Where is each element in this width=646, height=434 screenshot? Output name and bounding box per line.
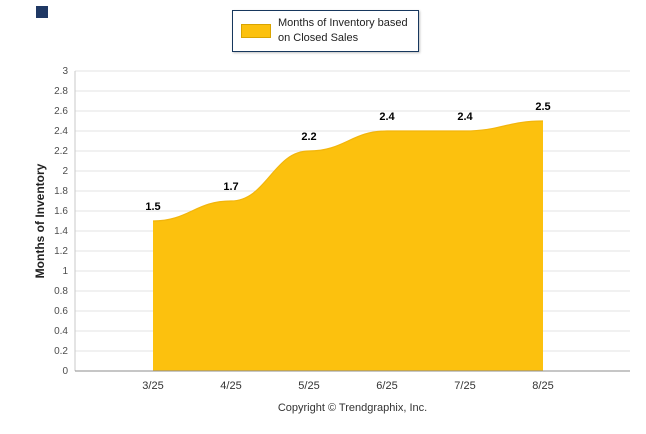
svg-text:2: 2 bbox=[62, 166, 68, 177]
legend-swatch-icon bbox=[241, 23, 271, 38]
svg-text:0.8: 0.8 bbox=[54, 286, 68, 297]
svg-text:1: 1 bbox=[62, 266, 68, 277]
svg-text:3: 3 bbox=[62, 66, 68, 77]
legend-label-line2: on Closed Sales bbox=[278, 31, 359, 44]
svg-text:0.6: 0.6 bbox=[54, 306, 68, 317]
svg-text:1.8: 1.8 bbox=[54, 186, 68, 197]
svg-text:1.5: 1.5 bbox=[145, 201, 160, 213]
svg-text:8/25: 8/25 bbox=[532, 380, 553, 392]
svg-text:6/25: 6/25 bbox=[376, 380, 397, 392]
legend: Months of Inventory based on Closed Sale… bbox=[232, 10, 419, 52]
svg-text:2.6: 2.6 bbox=[54, 106, 68, 117]
legend-label-line1: Months of Inventory based bbox=[278, 17, 408, 29]
svg-text:2.4: 2.4 bbox=[54, 126, 68, 137]
y-axis-title: Months of Inventory bbox=[33, 163, 47, 279]
svg-text:2.4: 2.4 bbox=[379, 111, 395, 123]
svg-text:7/25: 7/25 bbox=[454, 380, 475, 392]
svg-text:1.4: 1.4 bbox=[54, 226, 68, 237]
copyright-text: Copyright © Trendgraphix, Inc. bbox=[277, 402, 428, 414]
svg-text:1.7: 1.7 bbox=[223, 181, 238, 193]
svg-text:2.2: 2.2 bbox=[54, 146, 68, 157]
svg-text:4/25: 4/25 bbox=[220, 380, 241, 392]
legend-label: Months of Inventory based on Closed Sale… bbox=[278, 16, 408, 46]
svg-text:0.2: 0.2 bbox=[54, 346, 68, 357]
svg-text:2.8: 2.8 bbox=[54, 86, 68, 97]
corner-marker bbox=[36, 6, 48, 18]
svg-text:5/25: 5/25 bbox=[298, 380, 319, 392]
svg-text:0: 0 bbox=[62, 366, 68, 377]
svg-text:1.2: 1.2 bbox=[54, 246, 68, 257]
svg-text:1.6: 1.6 bbox=[54, 206, 68, 217]
svg-text:0.4: 0.4 bbox=[54, 326, 68, 337]
svg-text:2.5: 2.5 bbox=[535, 101, 550, 113]
svg-text:2.4: 2.4 bbox=[457, 111, 473, 123]
svg-text:2.2: 2.2 bbox=[301, 131, 316, 143]
svg-text:3/25: 3/25 bbox=[142, 380, 163, 392]
